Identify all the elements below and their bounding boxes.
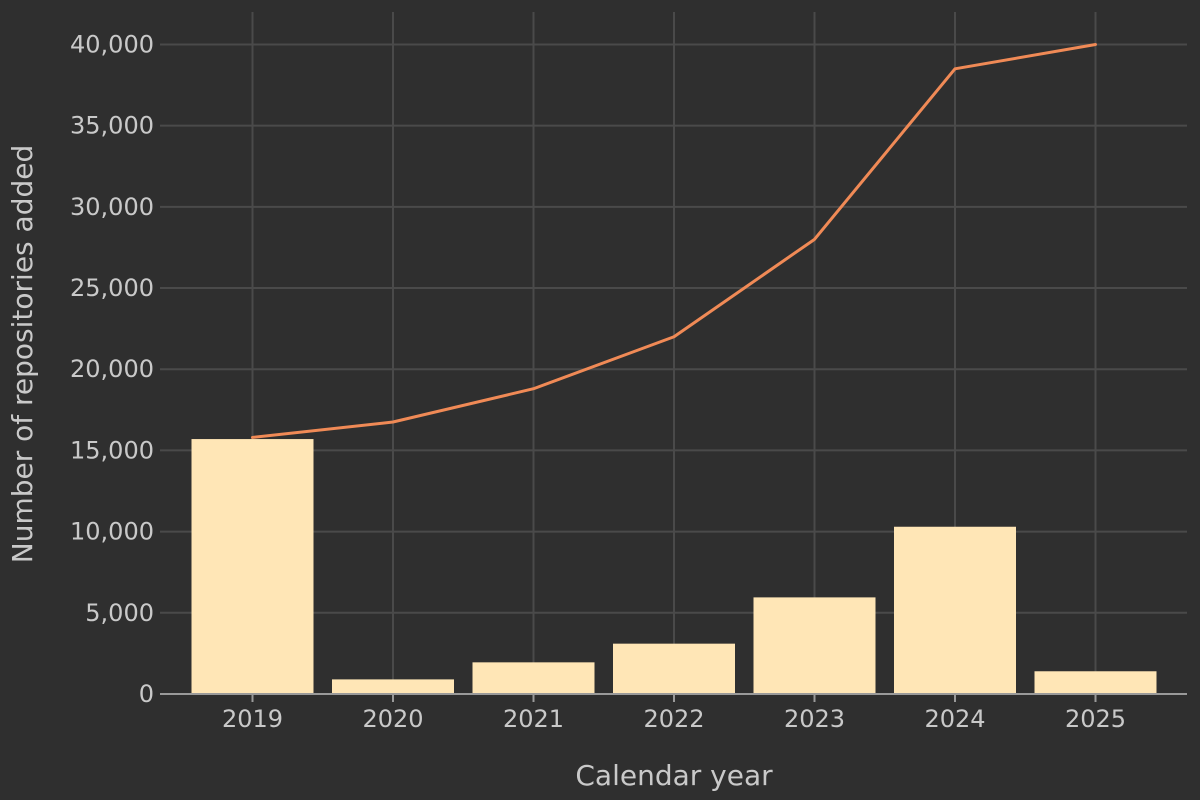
- y-tick-label: 20,000: [70, 355, 154, 383]
- x-axis-title: Calendar year: [575, 759, 773, 792]
- y-tick-label: 0: [139, 680, 154, 708]
- y-tick-label: 25,000: [70, 274, 154, 302]
- bar: [894, 526, 1016, 694]
- y-axis-title: Number of repositories added: [6, 145, 39, 563]
- x-tick-label: 2024: [924, 705, 985, 733]
- cumulative-line-series: [251, 42, 1097, 439]
- y-tick-label: 10,000: [70, 518, 154, 546]
- x-tick-label: 2020: [362, 705, 423, 733]
- cumulative-line: [251, 42, 1097, 439]
- bar: [191, 439, 314, 694]
- y-tick-label: 40,000: [70, 30, 154, 58]
- y-tick-label: 15,000: [70, 436, 154, 464]
- axes: 0 5,000 10,000 15,000 20,000 25,000 30,000 35,0…: [70, 30, 1187, 733]
- x-tick-label: 2019: [222, 705, 283, 733]
- y-tick-label: 35,000: [70, 112, 154, 140]
- x-tick-label: 2025: [1065, 705, 1126, 733]
- x-tick-label: 2022: [643, 705, 704, 733]
- grid-lines: [160, 12, 1187, 694]
- x-tick-label: 2021: [503, 705, 564, 733]
- bar: [332, 679, 454, 694]
- bar: [753, 597, 876, 694]
- bar: [1034, 671, 1157, 694]
- bar: [472, 662, 595, 694]
- bar-series: [191, 439, 1157, 694]
- bar: [613, 643, 735, 694]
- x-tick-label: 2023: [784, 705, 845, 733]
- y-tick-label: 30,000: [70, 193, 154, 221]
- y-tick-label: 5,000: [85, 599, 154, 627]
